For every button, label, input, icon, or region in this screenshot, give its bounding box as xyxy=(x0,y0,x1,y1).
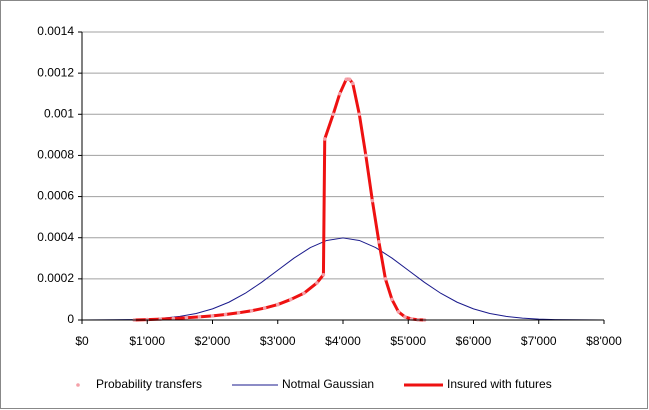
x-tick-label: $6'000 xyxy=(456,334,492,348)
data-point xyxy=(223,312,228,317)
x-tick-label: $7'000 xyxy=(521,334,557,348)
data-point xyxy=(350,81,355,86)
data-point xyxy=(364,153,368,158)
y-tick-label: 0.0006 xyxy=(37,189,74,203)
y-tick-label: 0 xyxy=(67,312,74,326)
data-point xyxy=(249,308,254,313)
x-tick-label: $3'000 xyxy=(260,334,296,348)
data-point xyxy=(236,311,241,315)
data-point xyxy=(321,272,326,277)
y-tick-label: 0.0014 xyxy=(37,24,74,38)
data-point xyxy=(377,240,381,244)
y-tick-label: 0.0004 xyxy=(37,230,74,244)
data-point xyxy=(315,281,319,285)
data-point xyxy=(331,112,336,117)
data-point xyxy=(210,314,215,318)
x-tick-label: $0 xyxy=(75,334,89,348)
data-point xyxy=(344,77,349,82)
legend-label: Probability transfers xyxy=(96,377,202,391)
legend-label: Insured with futures xyxy=(447,377,552,391)
data-point xyxy=(275,302,280,307)
data-point xyxy=(322,137,327,141)
y-tick-label: 0.001 xyxy=(44,106,74,120)
y-tick-label: 0.0002 xyxy=(37,271,74,285)
data-point xyxy=(302,291,306,296)
x-tick-label: $5'000 xyxy=(390,334,426,348)
legend-marker xyxy=(76,383,80,387)
y-tick-label: 0.0012 xyxy=(37,65,74,79)
x-tick-label: $8'000 xyxy=(586,334,622,348)
data-point xyxy=(337,91,342,96)
data-point xyxy=(197,315,202,319)
data-point xyxy=(357,112,362,117)
data-point xyxy=(262,306,267,310)
y-tick-label: 0.0008 xyxy=(37,148,74,162)
data-point xyxy=(184,315,189,320)
data-point xyxy=(396,309,401,314)
data-point xyxy=(347,77,352,82)
data-point xyxy=(370,198,375,203)
data-point xyxy=(403,315,407,319)
data-point xyxy=(289,297,293,302)
data-point xyxy=(171,316,176,321)
x-tick-label: $2'000 xyxy=(195,334,231,348)
data-point xyxy=(390,297,394,302)
data-point xyxy=(383,277,388,281)
x-tick-label: $1'000 xyxy=(129,334,165,348)
x-tick-label: $4'000 xyxy=(325,334,361,348)
legend-label: Notmal Gaussian xyxy=(282,377,374,391)
